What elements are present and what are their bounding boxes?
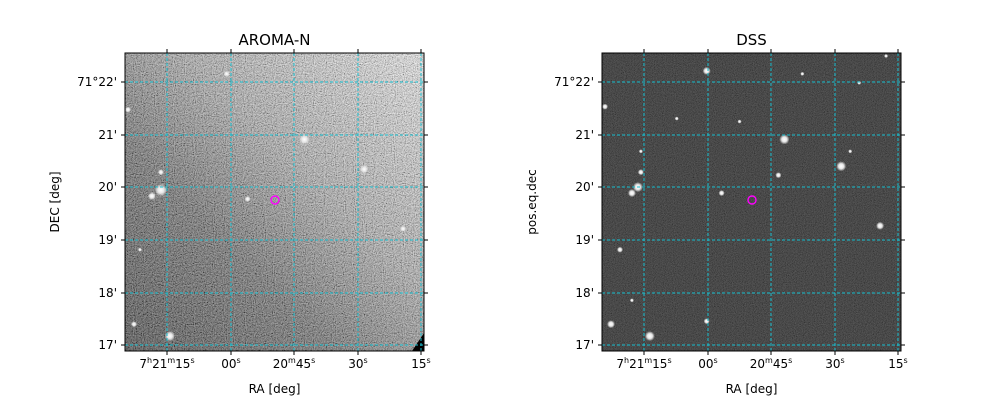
star (157, 169, 164, 176)
star (638, 149, 643, 154)
dec-tick-label: 19' (575, 233, 594, 247)
star (779, 134, 790, 145)
star (244, 196, 251, 203)
axis-ticks (598, 49, 905, 355)
axis-ticks (121, 49, 428, 355)
star (616, 246, 623, 253)
panel-aroma-n: 7h21m15s 00s 20m45s 30s 15s 71°22' 21' 20' 19' 18… (48, 31, 431, 396)
ra-tick-label: 20m45s (750, 356, 793, 371)
sky-image (125, 53, 424, 351)
star (702, 66, 711, 75)
dec-tick-label: 19' (98, 233, 117, 247)
image-noise (602, 53, 901, 351)
star (703, 318, 710, 325)
star (154, 184, 167, 197)
dec-tick-label: 20' (575, 180, 594, 194)
ra-tick-label: 30s (825, 356, 844, 371)
image-noise (125, 53, 424, 351)
target-marker (270, 195, 280, 205)
x-axis-label: RA [deg] (249, 382, 301, 396)
dec-tick-label: 20' (98, 180, 117, 194)
ra-tick-label: 00s (221, 356, 240, 371)
ra-tick-label: 20m45s (273, 356, 316, 371)
star (299, 134, 310, 145)
ra-tick-label: 30s (348, 356, 367, 371)
star (627, 189, 636, 198)
sky-image (602, 53, 901, 351)
star (164, 331, 175, 342)
star (223, 70, 230, 77)
ra-tick-label: 15s (888, 356, 907, 371)
ra-tick-label: 7h21m15s (139, 356, 194, 371)
dec-tick-label: 18' (98, 286, 117, 300)
dec-tick-label: 17' (98, 338, 117, 352)
ra-tick-label: 00s (698, 356, 717, 371)
dec-tick-label: 71°22' (77, 75, 117, 89)
star (137, 247, 142, 252)
target-marker (747, 195, 757, 205)
star (836, 161, 847, 172)
star (629, 298, 634, 303)
star (130, 321, 137, 328)
axes-frame (124, 52, 425, 352)
image-corner-mask (412, 333, 424, 351)
panel-title: AROMA-N (239, 31, 311, 49)
axes-frame (601, 52, 902, 352)
star (848, 149, 853, 154)
panel-dss: 7h21m15s 00s 20m45s 30s 15s 71°22' 21' 20' 19' 18… (525, 31, 908, 396)
star (147, 192, 156, 201)
star (884, 53, 889, 58)
dec-tick-label: 17' (575, 338, 594, 352)
dec-tick-label: 21' (575, 128, 594, 142)
panel-title: DSS (736, 31, 767, 49)
star (800, 71, 805, 76)
dec-tick-label: 71°22' (554, 75, 594, 89)
star (775, 172, 782, 179)
y-axis-label: pos.eq.dec (525, 169, 539, 234)
y-axis-label: DEC [deg] (48, 172, 62, 233)
star (125, 106, 131, 113)
star (876, 221, 885, 230)
ra-tick-label: 15s (411, 356, 430, 371)
star (674, 116, 679, 121)
star (857, 80, 862, 85)
star (360, 165, 369, 174)
dec-tick-label: 18' (575, 286, 594, 300)
star (737, 119, 742, 124)
dec-tick-label: 21' (98, 128, 117, 142)
x-axis-label: RA [deg] (726, 382, 778, 396)
ra-tick-label: 7h21m15s (616, 356, 671, 371)
star (644, 331, 655, 342)
star (718, 190, 725, 197)
star (602, 103, 608, 110)
star (606, 320, 615, 329)
star (637, 169, 644, 176)
star (400, 225, 407, 232)
